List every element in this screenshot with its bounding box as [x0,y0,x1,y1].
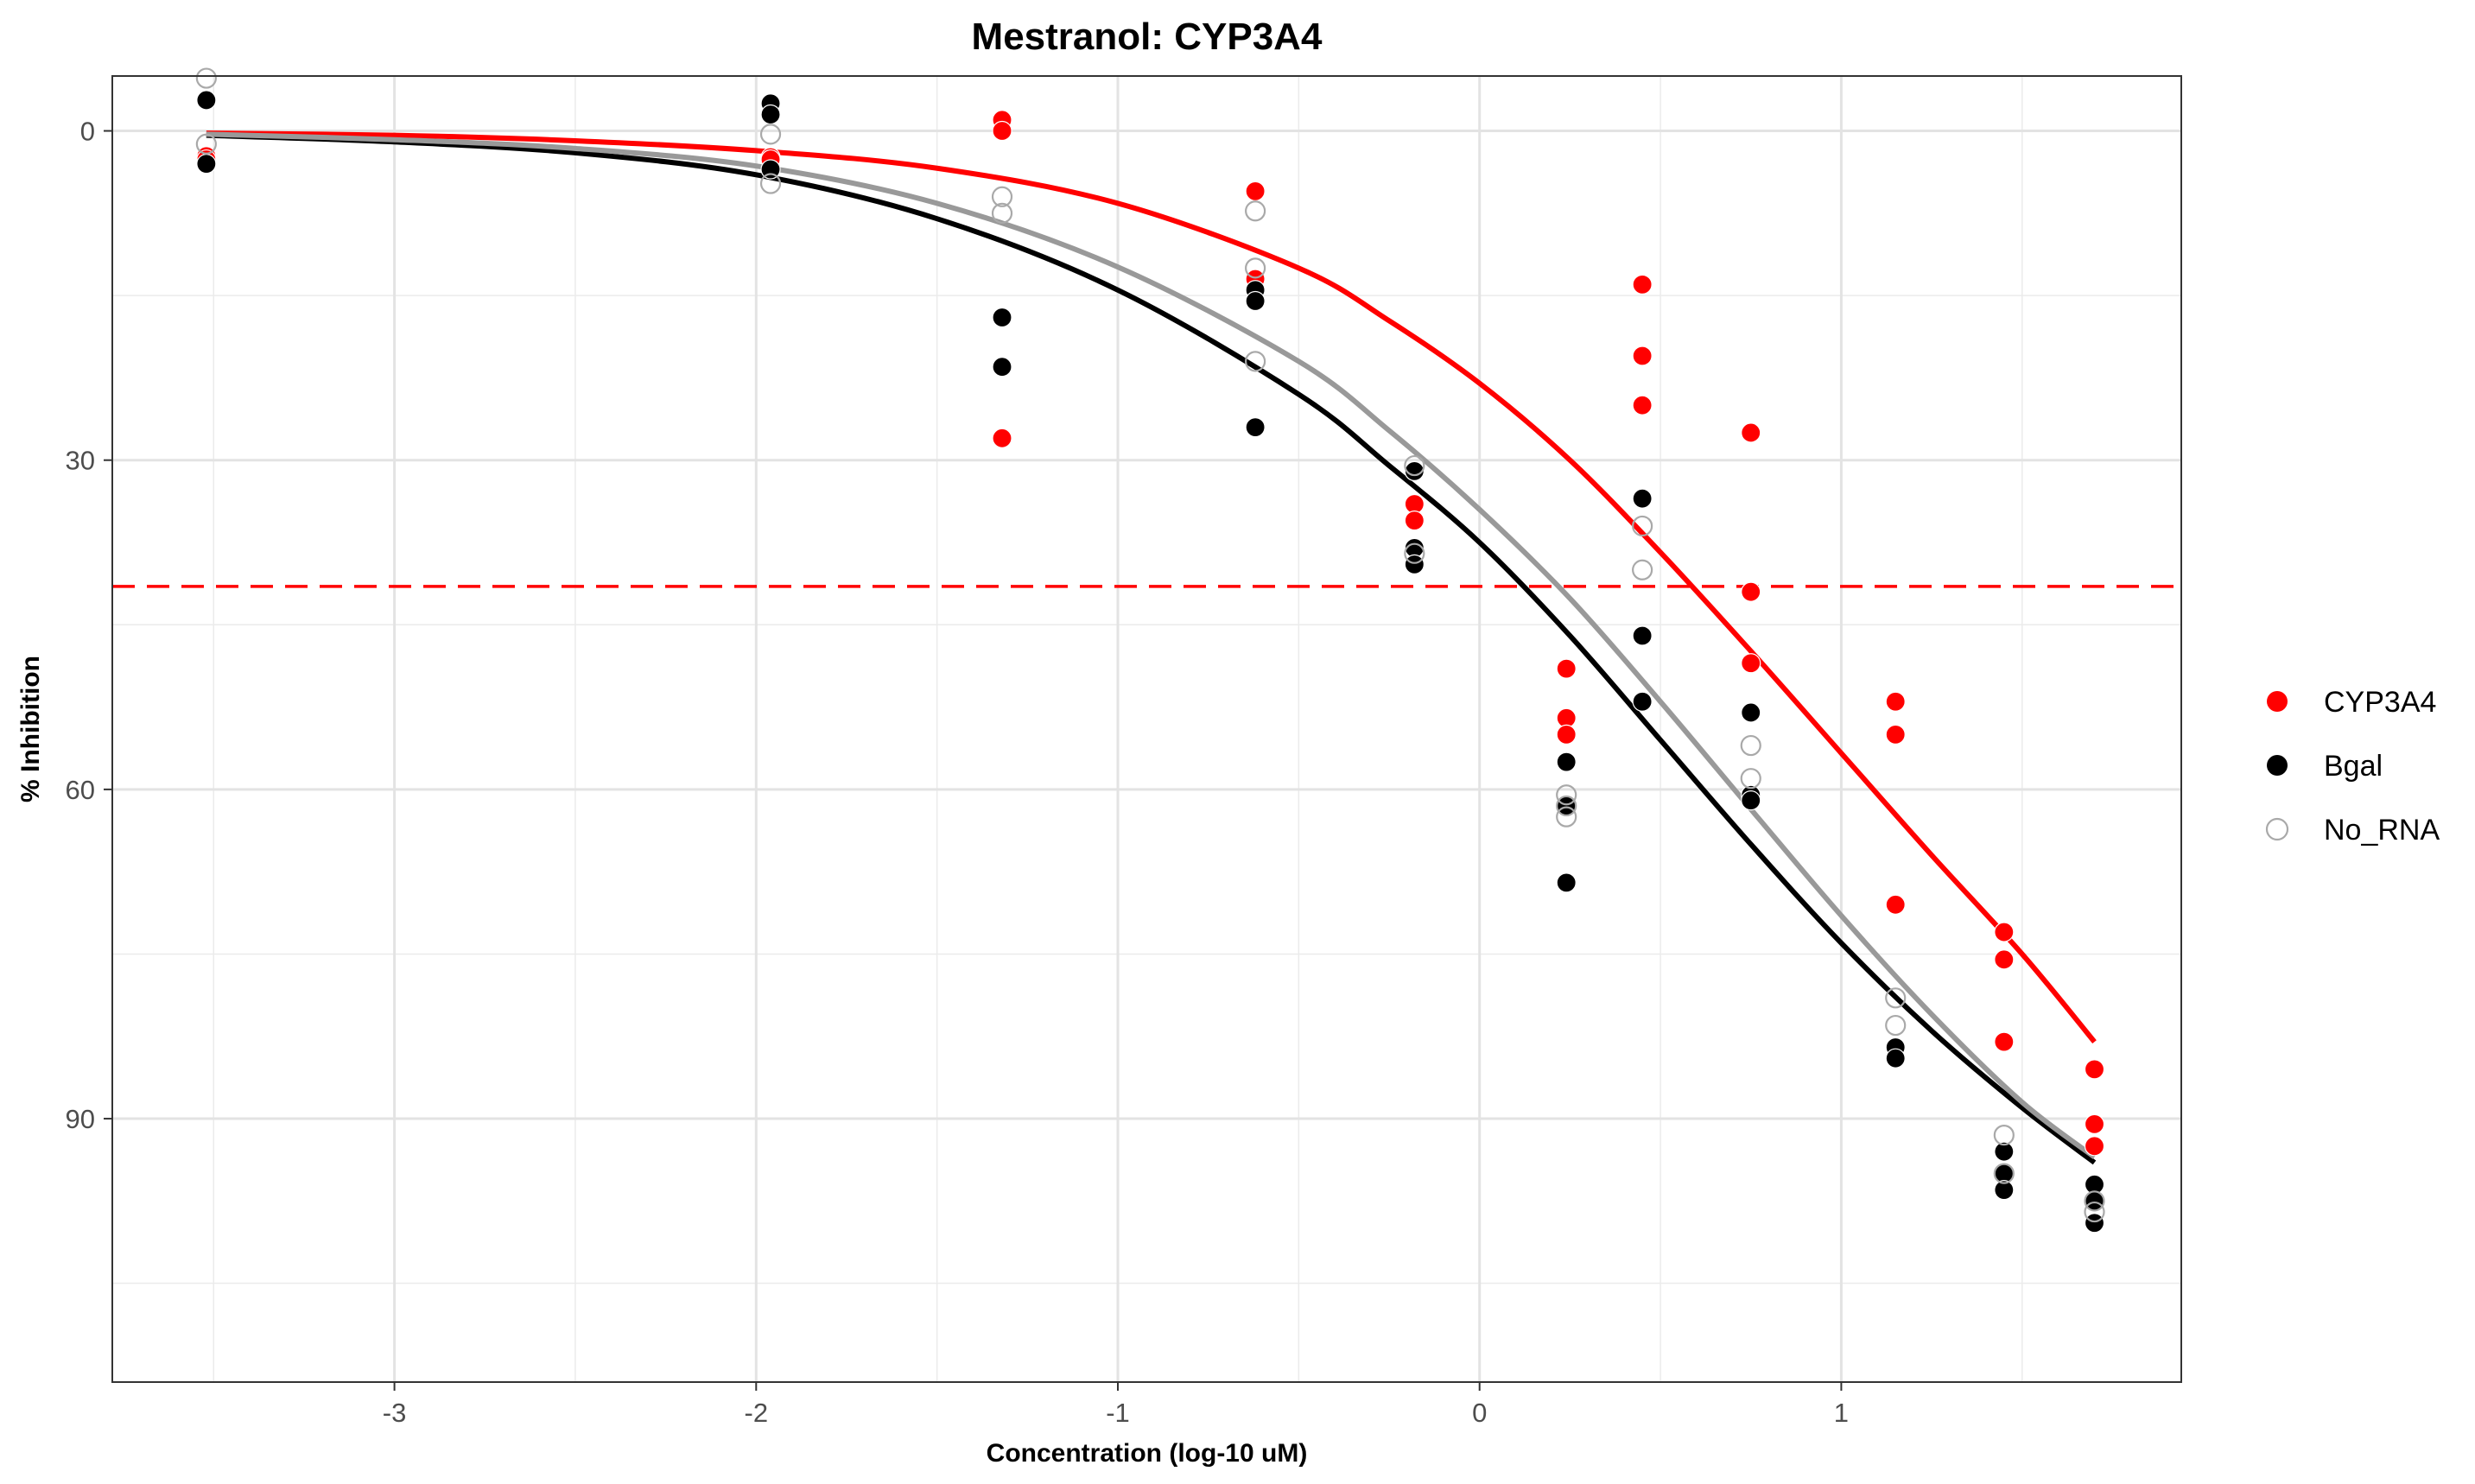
curve-no-rna [206,131,2097,1159]
legend: CYP3A4 Bgal No_RNA [2265,686,2440,847]
plot-panel-border [111,75,2182,1383]
point-cyp3a4 [1632,274,1653,295]
point-cyp3a4 [1556,724,1577,745]
axes: -3 -2 -1 0 1 0 30 60 90 [66,117,1850,1428]
point-no-rna [1556,784,1577,806]
y-tick-label: 0 [80,117,95,147]
point-no-rna [991,202,1013,224]
point-no-rna [1740,734,1761,757]
point-no-rna [1556,795,1577,817]
point-bgal [1885,1048,1906,1069]
legend-label: CYP3A4 [2324,686,2436,719]
point-no-rna [1993,1163,2015,1184]
legend-label: Bgal [2324,750,2383,783]
y-tick-label: 30 [66,446,95,476]
point-cyp3a4 [1994,949,2015,970]
point-no-rna [1885,1014,1907,1037]
curve-cyp3a4 [206,130,2097,1044]
point-bgal [1741,790,1761,811]
point-bgal [992,307,1012,328]
point-cyp3a4 [1741,422,1761,443]
point-cyp3a4 [1994,1031,2015,1052]
legend-key-cyp3a4 [2267,691,2288,712]
point-no-rna [2084,1190,2105,1212]
point-no-rna [759,173,782,194]
x-tick-label: 0 [1472,1398,1487,1428]
point-bgal [1741,702,1761,723]
point-cyp3a4 [1632,346,1653,366]
point-bgal [1632,625,1653,646]
point-no-rna [1632,559,1653,580]
curve-bgal [206,132,2097,1165]
point-bgal [1556,872,1577,893]
point-bgal [2084,1213,2105,1233]
fitted-curves [206,130,2097,1165]
point-cyp3a4 [1885,691,1906,712]
point-bgal [760,159,781,180]
legend-key-bgal [2267,755,2288,776]
point-bgal [1632,691,1653,712]
point-cyp3a4 [992,428,1012,448]
point-no-rna [195,67,217,89]
point-bgal [1245,290,1266,312]
point-bgal [1994,1180,2015,1201]
x-tick-label: -3 [383,1398,407,1428]
point-bgal [760,104,781,125]
point-no-rna [195,133,217,155]
point-cyp3a4 [1994,922,2015,942]
point-no-rna [1632,515,1653,537]
point-bgal [1404,460,1425,482]
point-cyp3a4 [2084,1136,2105,1157]
point-no-rna [1404,454,1425,477]
point-no-rna [2084,1201,2105,1223]
point-cyp3a4 [992,120,1012,142]
point-bgal [1994,1141,2015,1162]
point-cyp3a4 [1885,724,1906,745]
point-cyp3a4 [1245,181,1266,202]
point-no-rna [1245,351,1266,372]
x-axis-title: Concentration (log-10 uM) [987,1439,1308,1468]
point-cyp3a4 [1632,395,1653,415]
point-cyp3a4 [1404,510,1425,531]
point-no-rna [1740,768,1761,790]
point-no-rna [1404,542,1425,564]
point-no-rna [1993,1125,2015,1146]
chart-title: Mestranol: CYP3A4 [972,16,1323,58]
point-no-rna [759,124,782,145]
point-bgal [196,154,217,174]
point-cyp3a4 [1741,653,1761,674]
point-no-rna [1245,200,1266,222]
legend-key-no-rna [2265,817,2289,841]
point-cyp3a4 [2084,1113,2105,1135]
point-bgal [1245,416,1266,438]
grid-lines [112,76,2181,1382]
point-cyp3a4 [1885,894,1906,915]
x-tick-label: 1 [1834,1398,1849,1428]
point-cyp3a4 [2084,1059,2105,1080]
point-cyp3a4 [1556,658,1577,679]
data-points [195,67,2105,1233]
point-bgal [1404,554,1425,575]
y-axis-title: % Inhibition [16,656,45,802]
point-cyp3a4 [1741,581,1761,602]
point-no-rna [1245,257,1266,279]
y-tick-label: 90 [66,1104,95,1134]
point-no-rna [1556,806,1577,828]
point-no-rna [1885,987,1907,1009]
y-tick-label: 60 [66,775,95,805]
point-bgal [1632,488,1653,509]
x-tick-label: -2 [745,1398,769,1428]
point-bgal [196,90,217,111]
point-bgal [992,357,1012,377]
point-bgal [1556,752,1577,772]
x-tick-label: -1 [1106,1398,1130,1428]
point-no-rna [991,186,1013,207]
legend-label: No_RNA [2324,814,2440,847]
